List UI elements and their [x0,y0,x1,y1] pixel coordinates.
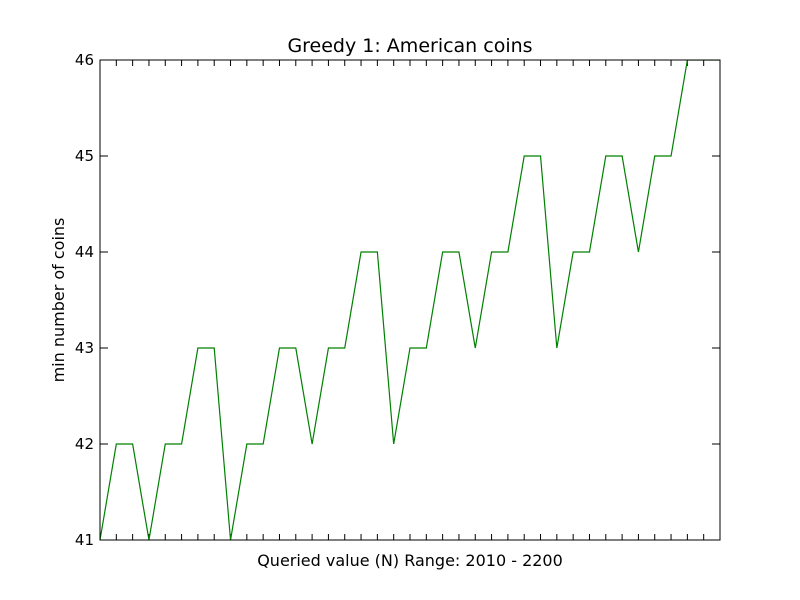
y-tick-label: 45 [75,147,94,165]
y-tick-label: 44 [75,243,94,261]
series-line [100,60,720,540]
series-layer [100,60,720,540]
y-tick-label: 41 [75,531,94,549]
plot-frame [99,59,721,541]
y-axis-label: min number of coins [49,218,68,383]
y-tick-label: 43 [75,339,94,357]
y-tick-label: 42 [75,435,94,453]
y-tick-label: 46 [75,51,94,69]
x-axis-label: Queried value (N) Range: 2010 - 2200 [257,551,563,570]
y-tick-labels: 41 42 43 44 45 46 [75,51,94,549]
chart-title: Greedy 1: American coins [287,35,532,57]
